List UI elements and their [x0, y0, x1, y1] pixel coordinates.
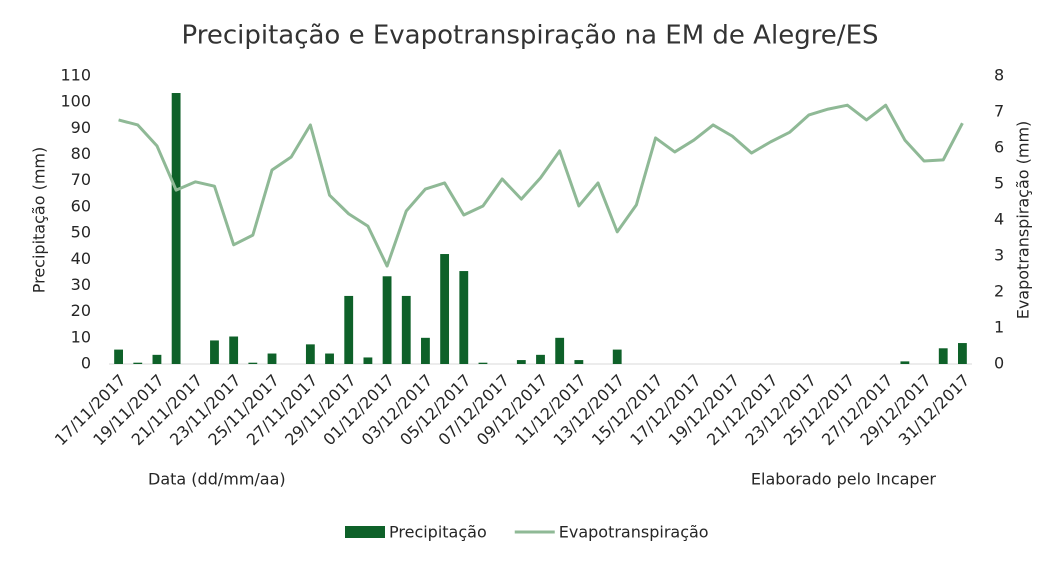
bar	[459, 271, 469, 364]
y2-tick-label: 2	[994, 282, 1004, 301]
y-tick-label: 80	[71, 144, 91, 163]
annotation: Data (dd/mm/aa)	[148, 470, 286, 489]
bar	[325, 353, 334, 364]
y-tick-label: 20	[71, 301, 91, 320]
bar	[171, 93, 181, 364]
bar	[133, 362, 143, 364]
bar	[305, 344, 315, 364]
annotation: Elaborado pelo Incaper	[751, 470, 937, 489]
y-tick-label: 40	[71, 249, 91, 268]
y2-tick-label: 5	[994, 174, 1004, 193]
chart-title: Precipitação e Evapotranspiração na EM d…	[182, 21, 879, 51]
y-tick-label: 50	[71, 223, 91, 242]
bar	[401, 295, 411, 364]
bar	[344, 295, 354, 364]
bar	[536, 354, 545, 364]
y-tick-label: 70	[71, 170, 91, 189]
y-tick-label: 60	[71, 196, 91, 215]
y2-tick-label: 4	[994, 210, 1004, 229]
bar	[440, 254, 450, 364]
bar	[900, 361, 910, 364]
legend-label: Evapotranspiração	[559, 523, 709, 542]
y-tick-label: 90	[71, 118, 91, 137]
y2-tick-label: 1	[994, 318, 1004, 337]
bar	[248, 362, 258, 364]
legend-swatch	[345, 526, 385, 538]
bar	[421, 337, 430, 364]
y2-axis-label: Evapotranspiração (mm)	[1014, 121, 1033, 320]
y-tick-label: 0	[81, 354, 91, 373]
bar	[938, 348, 948, 364]
bar	[267, 353, 277, 364]
bar	[612, 349, 622, 364]
y2-tick-label: 7	[994, 102, 1004, 121]
bar	[574, 360, 584, 364]
bar	[210, 340, 219, 364]
bar	[478, 362, 488, 364]
bar	[382, 276, 392, 364]
y-tick-label: 100	[60, 92, 91, 111]
legend-label: Precipitação	[389, 523, 487, 542]
bar	[152, 354, 162, 364]
line	[118, 103, 964, 268]
y-tick-label: 10	[71, 327, 91, 346]
y2-tick-label: 3	[994, 246, 1004, 265]
y2-tick-label: 8	[994, 66, 1004, 85]
bar	[229, 336, 239, 364]
bar	[363, 357, 373, 364]
bar	[516, 360, 526, 364]
y2-tick-label: 6	[994, 138, 1004, 157]
y2-tick-label: 0	[994, 354, 1004, 373]
y-tick-label: 30	[71, 275, 91, 294]
bar	[958, 343, 967, 364]
y-axis-label: Precipitação (mm)	[30, 147, 49, 294]
y-tick-label: 110	[60, 66, 91, 85]
bar	[114, 349, 123, 364]
bar	[555, 337, 565, 364]
